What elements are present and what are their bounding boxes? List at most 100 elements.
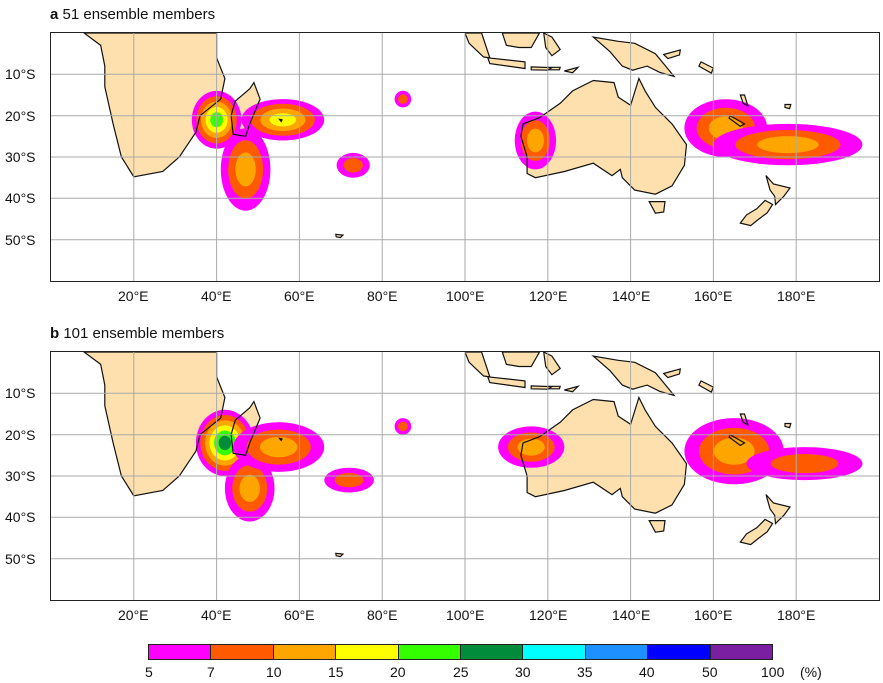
land-vanuatu-coast [739, 413, 749, 426]
land-borneo [502, 352, 540, 367]
lon-tick-label: 20°E [118, 288, 149, 304]
land-solomons-coast [698, 380, 715, 393]
colorbar-label: 10 [266, 664, 282, 680]
land-borneo-coast [501, 33, 541, 49]
lon-tick-label: 100°E [446, 288, 485, 304]
lat-tick-label: 40°S [5, 509, 36, 525]
land-timor-coast [564, 66, 581, 74]
lon-tick-label: 160°E [694, 607, 733, 623]
probability-madagascar-east-level-3 [259, 436, 298, 458]
land-tasmania [649, 201, 665, 214]
land-nz-south-coast [739, 518, 774, 546]
land-kerguelen-coast [335, 552, 345, 558]
land-new-caledonia-coast [728, 114, 746, 128]
colorbar-swatch [523, 645, 586, 659]
lon-tick-label: 60°E [284, 288, 315, 304]
land-java [487, 57, 525, 69]
panel-b-landmass [84, 352, 791, 557]
colorbar-swatch [211, 645, 274, 659]
lon-tick-label: 40°E [201, 288, 232, 304]
map-b-svg [51, 352, 879, 600]
land-sulawesi-coast [543, 33, 562, 57]
probability-south-madagascar-level-3 [239, 474, 260, 502]
colorbar-swatch [648, 645, 711, 659]
colorbar-label: 25 [453, 664, 469, 680]
map-panel-a [50, 32, 880, 282]
land-australia [520, 397, 687, 514]
land-solomons-coast [698, 61, 715, 74]
land-new-guinea [593, 356, 675, 396]
land-new-guinea-coast [591, 355, 676, 397]
land-java-coast [486, 57, 526, 70]
lat-tick-label: 20°S [5, 427, 36, 443]
lat-tick-label: 30°S [5, 468, 36, 484]
probability-east-channel-level-2 [334, 472, 364, 488]
probability-mid-ocean-level-2 [398, 94, 408, 104]
panel-b-probability-field [195, 409, 863, 522]
land-java-coast [486, 376, 526, 389]
lon-tick-label: 160°E [694, 288, 733, 304]
colorbar-label: 7 [207, 664, 215, 680]
lon-tick-label: 40°E [201, 607, 232, 623]
colorbar-label: 15 [328, 664, 344, 680]
land-tasmania-coast [648, 520, 666, 533]
land-new-britain [663, 368, 681, 378]
colorbar-swatch [149, 645, 212, 659]
land-borneo [502, 33, 540, 48]
lat-tick-label: 40°S [5, 190, 36, 206]
colorbar [148, 644, 773, 660]
probability-west-australia-level-3 [526, 128, 544, 153]
colorbar-unit: (%) [800, 664, 822, 680]
map-panel-b [50, 351, 880, 601]
panel-a-label: 51 ensemble members [62, 6, 216, 23]
colorbar-swatch [336, 645, 399, 659]
colorbar-label: 50 [702, 664, 718, 680]
land-sulawesi-coast [543, 352, 562, 376]
lon-tick-label: 120°E [529, 607, 568, 623]
probability-coral-sea-level-3 [713, 437, 755, 465]
lon-tick-label: 60°E [284, 607, 315, 623]
land-reunion-coast [278, 437, 283, 442]
lon-tick-label: 100°E [446, 607, 485, 623]
colorbar-label: 35 [577, 664, 593, 680]
panel-b-gridlines [51, 352, 879, 600]
panel-a-coastlines [83, 33, 792, 239]
lat-tick-label: 30°S [5, 149, 36, 165]
panel-b-label: 101 ensemble members [63, 325, 225, 342]
land-australia [520, 78, 687, 195]
probability-mid-ocean-level-2 [398, 421, 408, 432]
land-new-britain-coast [662, 368, 682, 379]
land-nz-north-coast [765, 494, 792, 525]
lon-tick-label: 180°E [777, 288, 816, 304]
land-timor-coast [564, 385, 581, 393]
colorbar-swatch [585, 645, 649, 659]
probability-mozambique-level-6 [218, 435, 232, 451]
land-madagascar-coast [230, 400, 261, 456]
land-java [487, 376, 525, 388]
land-madagascar-coast [230, 81, 261, 137]
map-a-svg [51, 33, 879, 281]
lon-tick-label: 140°E [612, 288, 651, 304]
colorbar-label: 100 [761, 664, 785, 680]
lat-tick-label: 10°S [5, 66, 36, 82]
land-sumatra-coast [464, 352, 491, 378]
panel-a-letter: a [50, 6, 59, 23]
land-sulawesi [543, 352, 561, 375]
colorbar-swatch [398, 645, 462, 659]
land-solomons [698, 380, 714, 393]
land-tasmania-coast [648, 201, 666, 214]
land-australia-coast [520, 395, 688, 514]
probability-south-pacific-level-3 [757, 136, 819, 154]
land-borneo-coast [501, 352, 541, 368]
colorbar-label: 20 [390, 664, 406, 680]
land-vanuatu-coast [739, 94, 749, 107]
panel-a-title: a 51 ensemble members [50, 6, 215, 23]
lat-tick-label: 50°S [5, 551, 36, 567]
probability-south-madagascar-level-3 [235, 152, 256, 187]
land-new-guinea-coast [591, 36, 676, 78]
probability-madagascar-east-level-4 [269, 113, 296, 127]
lat-tick-label: 50°S [5, 232, 36, 248]
land-sulawesi [543, 33, 561, 56]
land-nz-south [740, 200, 773, 226]
panel-b-letter: b [50, 325, 60, 342]
